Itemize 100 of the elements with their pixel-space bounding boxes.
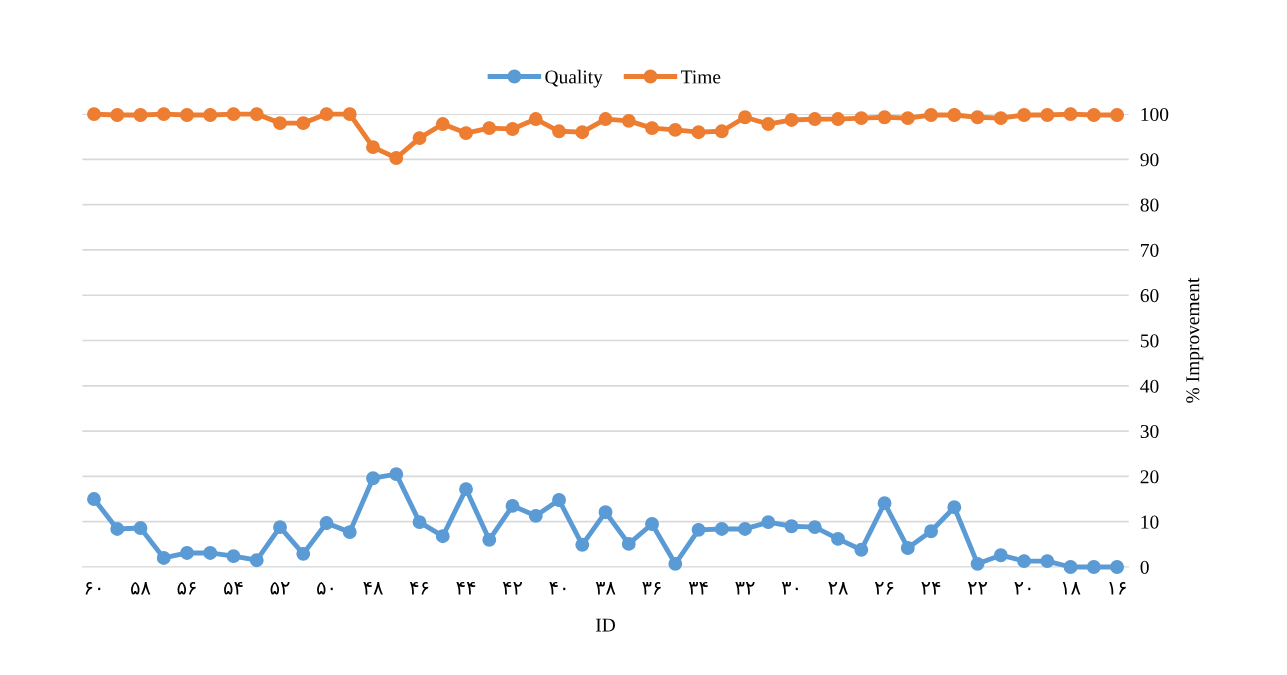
- point: [249, 107, 264, 122]
- x-axis-title: ID: [595, 618, 616, 632]
- point: [761, 117, 776, 131]
- point: [1040, 108, 1055, 122]
- point: [993, 111, 1008, 126]
- point: [342, 525, 357, 540]
- point: [296, 546, 311, 561]
- x-tick-label: ۳۶: [642, 581, 661, 595]
- x-tick-label: ۵۴: [224, 581, 243, 595]
- y-tick-label: 100: [1141, 107, 1169, 122]
- point: [714, 522, 729, 536]
- point: [203, 108, 218, 122]
- point: [761, 515, 776, 530]
- point: [319, 107, 334, 122]
- point: [807, 520, 822, 535]
- point: [1063, 107, 1078, 122]
- point: [807, 112, 822, 127]
- point: [831, 531, 845, 546]
- point: [668, 122, 683, 137]
- point: [900, 111, 915, 126]
- point: [296, 116, 311, 131]
- point: [482, 532, 497, 547]
- point: [110, 522, 125, 536]
- y-tick-label: 40: [1140, 379, 1159, 393]
- x-tick-label: ۴۶: [409, 581, 429, 595]
- x-tick-label: ۴۰: [549, 581, 566, 595]
- point: [621, 536, 636, 551]
- point: [924, 108, 939, 122]
- point: [970, 556, 985, 571]
- x-tick-label: ۴۴: [456, 581, 476, 595]
- point: [505, 498, 520, 513]
- point: [319, 516, 334, 531]
- point: [598, 505, 613, 520]
- point: [110, 108, 125, 122]
- point: [482, 121, 497, 136]
- x-tick-label: ۱۸: [1062, 582, 1081, 595]
- x-tick-label: ۳۴: [688, 581, 708, 595]
- point: [738, 522, 752, 536]
- x-tick-label: ۳۰: [781, 582, 798, 595]
- x-tick-label: ۵۰: [317, 581, 333, 595]
- x-tick-label: ۲۲: [967, 582, 988, 595]
- point: [1040, 554, 1055, 569]
- point: [645, 121, 659, 136]
- point: [947, 500, 962, 515]
- point: [714, 124, 729, 139]
- point: [645, 517, 659, 531]
- x-tick-label: ۴۸: [363, 581, 383, 595]
- y-tick-label: 0: [1140, 560, 1149, 574]
- point: [366, 471, 380, 486]
- point: [87, 492, 101, 507]
- point: [877, 110, 892, 125]
- point: [575, 125, 590, 140]
- point: [854, 542, 869, 557]
- point: [412, 131, 427, 146]
- x-tick-label: ۵۸: [131, 581, 151, 595]
- point: [180, 546, 194, 560]
- x-tick-label: ۶۰: [85, 581, 101, 595]
- y-tick-label: 20: [1140, 470, 1159, 484]
- point: [947, 108, 962, 122]
- legend-label: Time: [680, 70, 721, 84]
- point: [273, 520, 287, 535]
- point: [366, 140, 380, 155]
- point: [87, 107, 101, 122]
- point: [1086, 560, 1101, 574]
- x-tick-label: ۲۸: [828, 582, 848, 595]
- point: [691, 522, 706, 537]
- point: [156, 550, 171, 565]
- x-tick-label: ۳۸: [595, 582, 616, 595]
- point: [1063, 560, 1078, 574]
- point: [133, 521, 148, 535]
- point: [900, 541, 915, 555]
- point: [435, 117, 450, 131]
- point: [1017, 554, 1032, 569]
- point: [459, 482, 473, 497]
- point: [877, 496, 892, 511]
- point: [621, 113, 636, 128]
- point: [1086, 108, 1101, 122]
- point: [528, 112, 543, 127]
- point: [435, 529, 450, 544]
- point: [784, 519, 799, 534]
- y-tick-label: 80: [1140, 198, 1159, 212]
- point: [970, 110, 985, 125]
- point: [552, 493, 566, 507]
- point: [412, 515, 427, 530]
- point: [389, 467, 404, 482]
- x-tick-label: ۴۲: [502, 581, 523, 595]
- point: [133, 108, 148, 122]
- point: [180, 108, 194, 122]
- point: [831, 112, 845, 127]
- point: [575, 537, 590, 552]
- y-tick-label: 10: [1141, 515, 1159, 529]
- point: [226, 107, 241, 122]
- point: [598, 112, 613, 127]
- y-tick-label: 90: [1140, 153, 1159, 167]
- point: [738, 110, 752, 125]
- point: [249, 553, 264, 568]
- point: [459, 126, 473, 141]
- point: [156, 107, 171, 122]
- point: [854, 111, 869, 126]
- x-tick-label: ۲۴: [921, 581, 941, 595]
